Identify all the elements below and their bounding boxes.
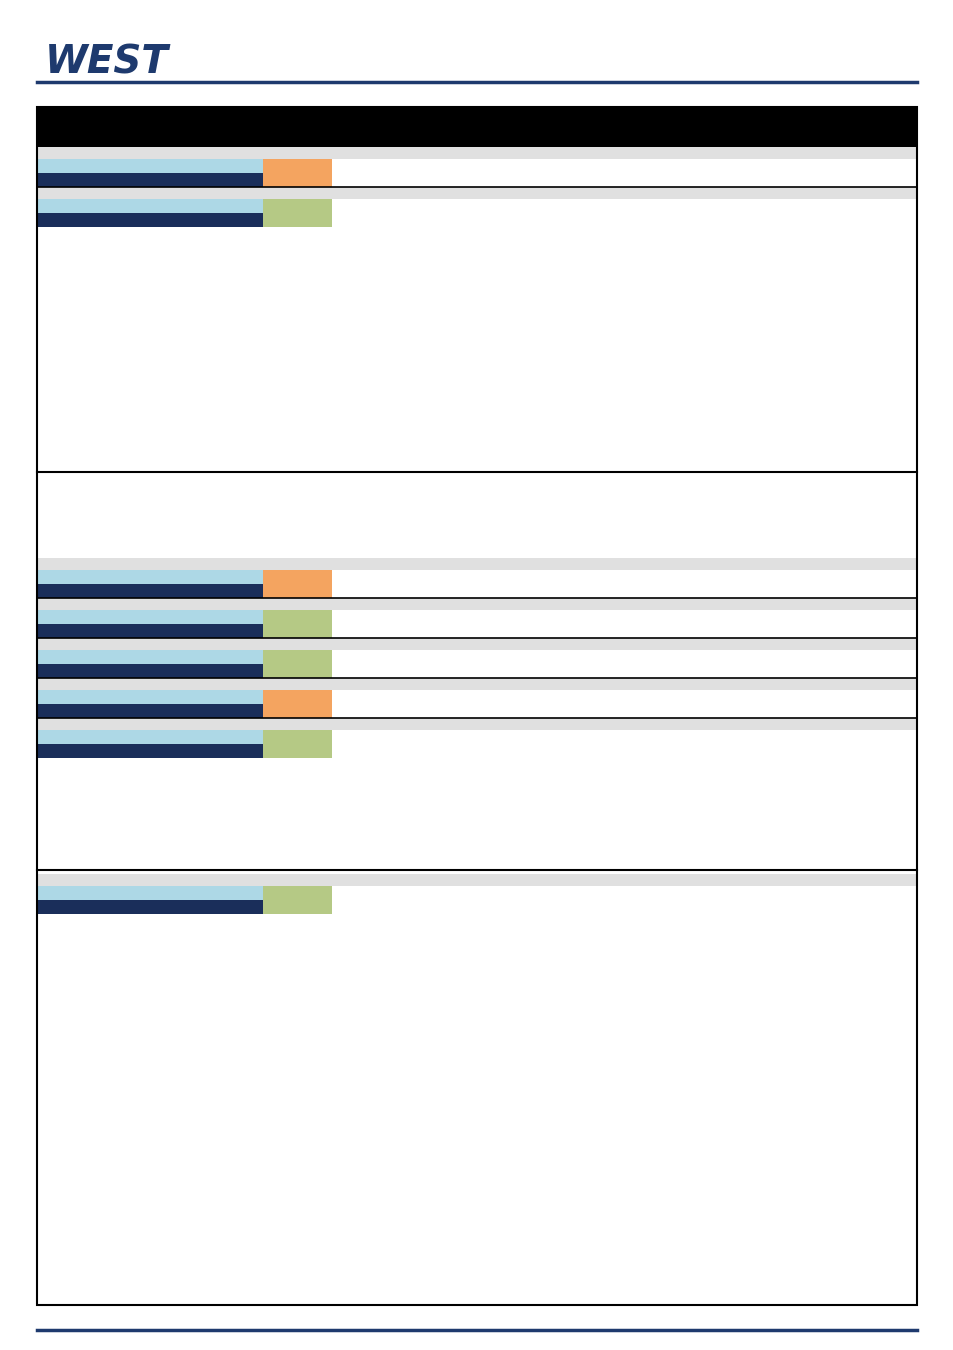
Bar bbox=[37, 558, 916, 570]
Bar bbox=[263, 690, 332, 718]
Bar bbox=[37, 639, 916, 649]
Bar bbox=[37, 147, 916, 159]
Bar bbox=[37, 886, 294, 900]
Bar bbox=[263, 730, 332, 757]
Bar bbox=[37, 873, 916, 886]
Bar bbox=[37, 730, 294, 744]
Bar bbox=[37, 213, 263, 227]
Bar bbox=[37, 570, 294, 585]
Bar bbox=[37, 610, 294, 624]
Bar bbox=[37, 188, 916, 198]
Bar bbox=[263, 570, 332, 598]
Bar bbox=[37, 598, 916, 610]
Bar bbox=[37, 744, 263, 757]
Bar bbox=[263, 159, 332, 188]
Bar bbox=[37, 107, 916, 1305]
Bar bbox=[37, 649, 294, 664]
Bar bbox=[37, 585, 263, 598]
Bar bbox=[37, 624, 263, 639]
Bar bbox=[37, 703, 263, 718]
Bar bbox=[37, 690, 294, 703]
Bar bbox=[37, 173, 263, 188]
Bar bbox=[37, 900, 263, 914]
Bar bbox=[37, 159, 294, 173]
Bar bbox=[37, 678, 916, 690]
Bar bbox=[37, 718, 916, 730]
Bar bbox=[37, 664, 263, 678]
Bar bbox=[37, 198, 294, 213]
Bar bbox=[263, 198, 332, 227]
Text: WEST: WEST bbox=[45, 43, 169, 81]
Bar bbox=[263, 886, 332, 914]
Bar bbox=[263, 649, 332, 678]
Bar bbox=[263, 610, 332, 639]
Bar bbox=[37, 107, 916, 147]
